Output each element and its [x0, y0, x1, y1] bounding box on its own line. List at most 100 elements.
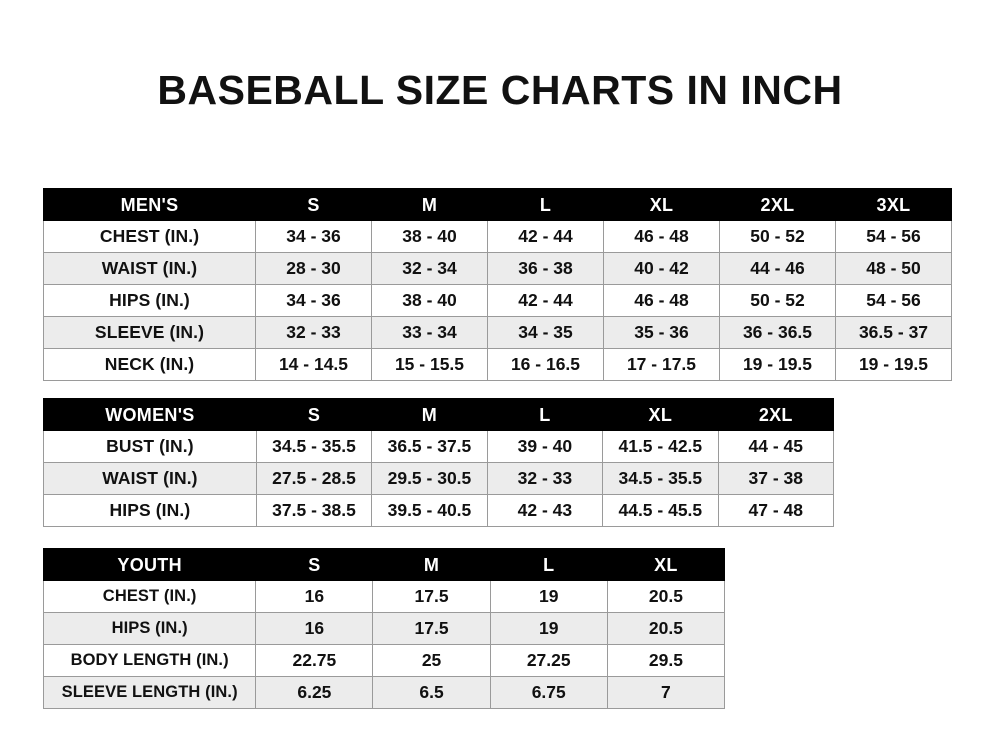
- cell-value: 15 - 15.5: [371, 348, 488, 381]
- cell-value: 48 - 50: [835, 252, 952, 285]
- column-header-2xl: 2XL: [717, 398, 835, 431]
- column-header-s: S: [255, 188, 372, 221]
- cell-value: 44.5 - 45.5: [602, 494, 719, 527]
- cell-value: 17 - 17.5: [603, 348, 720, 381]
- cell-value: 32 - 33: [486, 462, 604, 495]
- cell-value: 35 - 36: [603, 316, 720, 349]
- cell-value: 28 - 30: [255, 252, 372, 285]
- cell-value: 46 - 48: [603, 284, 720, 317]
- row-label: HIPS (IN.): [42, 612, 257, 645]
- table-row: SLEEVE (IN.) 32 - 33 33 - 34 34 - 35 35 …: [43, 316, 952, 349]
- cell-value: 6.75: [489, 676, 608, 709]
- cell-value: 46 - 48: [603, 220, 720, 253]
- row-label: BODY LENGTH (IN.): [42, 644, 257, 677]
- row-label: WAIST (IN.): [43, 252, 256, 285]
- row-label: WAIST (IN.): [43, 462, 257, 495]
- youth-table-head: YOUTH S M L XL: [42, 548, 726, 581]
- cell-value: 19: [489, 612, 608, 645]
- column-header-category: MEN'S: [43, 188, 256, 221]
- youth-table-body: CHEST (IN.) 16 17.5 19 20.5 HIPS (IN.) 1…: [42, 580, 726, 709]
- cell-value: 40 - 42: [603, 252, 720, 285]
- womens-table-body: BUST (IN.) 34.5 - 35.5 36.5 - 37.5 39 - …: [43, 430, 835, 527]
- row-label: CHEST (IN.): [43, 220, 256, 253]
- cell-value: 36 - 38: [487, 252, 604, 285]
- column-header-xl: XL: [606, 548, 726, 581]
- row-label: SLEEVE LENGTH (IN.): [42, 676, 257, 709]
- column-header-category: WOMEN'S: [43, 398, 257, 431]
- mens-table-body: CHEST (IN.) 34 - 36 38 - 40 42 - 44 46 -…: [43, 220, 952, 381]
- row-label: NECK (IN.): [43, 348, 256, 381]
- cell-value: 42 - 43: [486, 494, 604, 527]
- cell-value: 34.5 - 35.5: [602, 462, 719, 495]
- cell-value: 16: [255, 612, 374, 645]
- cell-value: 29.5 - 30.5: [371, 462, 488, 495]
- mens-size-table: MEN'S S M L XL 2XL 3XL CHEST (IN.) 34 - …: [43, 188, 952, 381]
- cell-value: 38 - 40: [371, 220, 488, 253]
- table-row: NECK (IN.) 14 - 14.5 15 - 15.5 16 - 16.5…: [43, 348, 952, 381]
- table-header-row: YOUTH S M L XL: [42, 548, 726, 581]
- youth-size-table: YOUTH S M L XL CHEST (IN.) 16 17.5 19 20…: [42, 548, 726, 709]
- cell-value: 32 - 33: [255, 316, 372, 349]
- row-label: HIPS (IN.): [43, 494, 257, 527]
- cell-value: 36.5 - 37: [835, 316, 952, 349]
- cell-value: 6.25: [255, 676, 374, 709]
- cell-value: 54 - 56: [835, 284, 952, 317]
- cell-value: 50 - 52: [719, 284, 836, 317]
- table-row: WAIST (IN.) 27.5 - 28.5 29.5 - 30.5 32 -…: [43, 462, 835, 495]
- column-header-2xl: 2XL: [719, 188, 836, 221]
- cell-value: 39.5 - 40.5: [371, 494, 488, 527]
- cell-value: 36 - 36.5: [719, 316, 836, 349]
- row-label: SLEEVE (IN.): [43, 316, 256, 349]
- cell-value: 44 - 46: [719, 252, 836, 285]
- cell-value: 6.5: [372, 676, 491, 709]
- cell-value: 19 - 19.5: [835, 348, 952, 381]
- column-header-xl: XL: [603, 188, 720, 221]
- cell-value: 16: [255, 580, 374, 613]
- cell-value: 34.5 - 35.5: [255, 430, 373, 463]
- table-row: CHEST (IN.) 16 17.5 19 20.5: [42, 580, 726, 613]
- cell-value: 20.5: [606, 580, 726, 613]
- cell-value: 47 - 48: [717, 494, 835, 527]
- cell-value: 37 - 38: [717, 462, 835, 495]
- cell-value: 29.5: [606, 644, 726, 677]
- column-header-m: M: [371, 398, 488, 431]
- table-row: HIPS (IN.) 34 - 36 38 - 40 42 - 44 46 - …: [43, 284, 952, 317]
- row-label: CHEST (IN.): [42, 580, 257, 613]
- cell-value: 42 - 44: [487, 220, 604, 253]
- cell-value: 27.25: [489, 644, 608, 677]
- column-header-m: M: [372, 548, 491, 581]
- cell-value: 20.5: [606, 612, 726, 645]
- cell-value: 19: [489, 580, 608, 613]
- column-header-l: L: [489, 548, 608, 581]
- page-title: BASEBALL SIZE CHARTS IN INCH: [157, 67, 843, 113]
- cell-value: 22.75: [255, 644, 374, 677]
- cell-value: 27.5 - 28.5: [255, 462, 373, 495]
- cell-value: 7: [606, 676, 726, 709]
- cell-value: 17.5: [372, 580, 491, 613]
- table-row: CHEST (IN.) 34 - 36 38 - 40 42 - 44 46 -…: [43, 220, 952, 253]
- cell-value: 34 - 36: [255, 220, 372, 253]
- cell-value: 19 - 19.5: [719, 348, 836, 381]
- column-header-s: S: [255, 398, 373, 431]
- cell-value: 33 - 34: [371, 316, 488, 349]
- cell-value: 34 - 35: [487, 316, 604, 349]
- table-header-row: MEN'S S M L XL 2XL 3XL: [43, 188, 952, 221]
- column-header-3xl: 3XL: [835, 188, 952, 221]
- row-label: HIPS (IN.): [43, 284, 256, 317]
- table-row: BUST (IN.) 34.5 - 35.5 36.5 - 37.5 39 - …: [43, 430, 835, 463]
- cell-value: 42 - 44: [487, 284, 604, 317]
- mens-table-head: MEN'S S M L XL 2XL 3XL: [43, 188, 952, 221]
- column-header-xl: XL: [602, 398, 719, 431]
- cell-value: 36.5 - 37.5: [371, 430, 488, 463]
- womens-size-table: WOMEN'S S M L XL 2XL BUST (IN.) 34.5 - 3…: [43, 398, 835, 527]
- cell-value: 14 - 14.5: [255, 348, 372, 381]
- cell-value: 39 - 40: [486, 430, 604, 463]
- column-header-category: YOUTH: [42, 548, 257, 581]
- cell-value: 54 - 56: [835, 220, 952, 253]
- cell-value: 44 - 45: [717, 430, 835, 463]
- column-header-m: M: [371, 188, 488, 221]
- cell-value: 32 - 34: [371, 252, 488, 285]
- column-header-l: L: [486, 398, 604, 431]
- table-header-row: WOMEN'S S M L XL 2XL: [43, 398, 835, 431]
- cell-value: 17.5: [372, 612, 491, 645]
